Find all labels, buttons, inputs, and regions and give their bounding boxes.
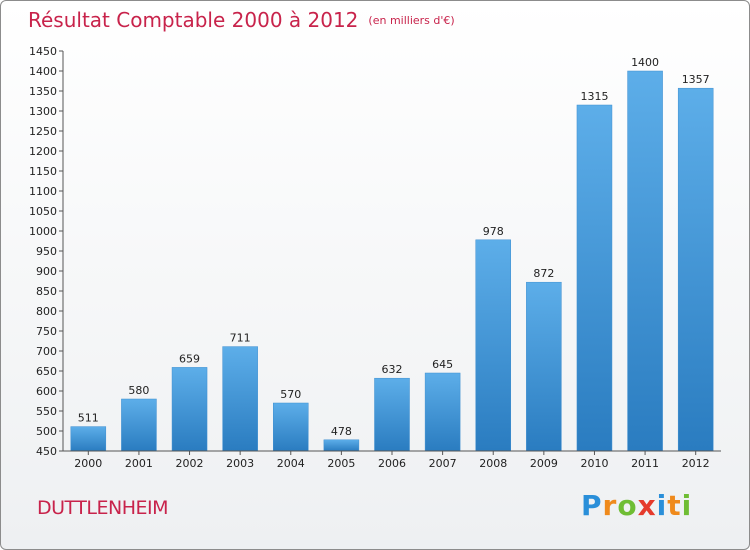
logo-letter: i bbox=[681, 489, 693, 522]
x-tick-label-2011: 2011 bbox=[631, 457, 659, 470]
x-tick-label-2005: 2005 bbox=[327, 457, 355, 470]
y-tick-label: 450 bbox=[36, 445, 57, 458]
data-label-2001: 580 bbox=[128, 384, 149, 397]
bar-2002[interactable] bbox=[171, 367, 208, 452]
logo-letter: t bbox=[667, 489, 682, 522]
data-label-2004: 570 bbox=[280, 388, 301, 401]
y-tick-label: 850 bbox=[36, 285, 57, 298]
data-label-2000: 511 bbox=[78, 412, 99, 425]
logo-letter: P bbox=[581, 489, 603, 522]
y-tick-label: 1350 bbox=[29, 85, 57, 98]
y-tick-label: 1100 bbox=[29, 185, 57, 198]
y-tick-label: 700 bbox=[36, 345, 57, 358]
title-unit: (en milliers d'€) bbox=[368, 14, 455, 27]
y-tick-label: 550 bbox=[36, 405, 57, 418]
y-tick-label: 950 bbox=[36, 245, 57, 258]
bar-2006[interactable] bbox=[374, 377, 410, 452]
x-tick-label-2010: 2010 bbox=[580, 457, 608, 470]
x-tick-label-2001: 2001 bbox=[125, 457, 153, 470]
y-tick-label: 1400 bbox=[29, 65, 57, 78]
x-tick-label-2008: 2008 bbox=[479, 457, 507, 470]
town-name: DUTTLENHEIM bbox=[37, 497, 169, 519]
x-axis: 2000 2001 2002 2003 2004 2005 2006 2007 2008 2009… bbox=[63, 450, 721, 470]
y-tick-label: 800 bbox=[36, 305, 57, 318]
x-tick-label-2006: 2006 bbox=[378, 457, 406, 470]
y-tick-label: 1150 bbox=[29, 165, 57, 178]
x-tick-label-2003: 2003 bbox=[226, 457, 254, 470]
data-label-2006: 632 bbox=[382, 363, 403, 376]
y-tick-label: 1050 bbox=[29, 205, 57, 218]
data-label-2007: 645 bbox=[432, 358, 453, 371]
bar-2009[interactable] bbox=[526, 281, 562, 452]
x-tick-label-2007: 2007 bbox=[429, 457, 457, 470]
y-tick-label: 750 bbox=[36, 325, 57, 338]
bar-2008[interactable] bbox=[475, 239, 511, 452]
bar-2000[interactable] bbox=[70, 426, 107, 452]
data-label-2009: 872 bbox=[533, 267, 554, 280]
y-tick-label: 1300 bbox=[29, 105, 57, 118]
bar-2003[interactable] bbox=[222, 346, 258, 452]
x-tick-label-2000: 2000 bbox=[74, 457, 102, 470]
bar-2001[interactable] bbox=[121, 398, 157, 452]
data-label-2012: 1357 bbox=[682, 73, 710, 86]
bar-2005[interactable] bbox=[323, 439, 360, 452]
bar-2012[interactable] bbox=[677, 87, 714, 452]
y-tick-label: 1250 bbox=[29, 125, 57, 138]
data-label-2005: 478 bbox=[331, 425, 352, 438]
x-tick-label-2002: 2002 bbox=[176, 457, 204, 470]
proxiti-logo[interactable]: Proxiti bbox=[581, 489, 692, 522]
logo-letter: x bbox=[637, 489, 657, 522]
x-tick-label-2009: 2009 bbox=[530, 457, 558, 470]
y-tick-label: 900 bbox=[36, 265, 57, 278]
y-tick-label: 1450 bbox=[29, 45, 57, 58]
data-label-2003: 711 bbox=[230, 332, 251, 345]
logo-letter: i bbox=[656, 489, 668, 522]
logo-letter: r bbox=[602, 489, 618, 522]
x-tick-label-2012: 2012 bbox=[682, 457, 710, 470]
title-text: Résultat Comptable 2000 à 2012 bbox=[28, 8, 359, 32]
logo-letter: o bbox=[617, 489, 638, 522]
data-label-2011: 1400 bbox=[631, 56, 659, 69]
chart-title: Résultat Comptable 2000 à 2012 (en millie… bbox=[28, 8, 455, 32]
data-label-2010: 1315 bbox=[580, 90, 608, 103]
y-axis: 450 500 550 600 650 700 750 800 850 900 950 1000 105… bbox=[29, 45, 64, 458]
bar-2007[interactable] bbox=[424, 372, 461, 452]
y-tick-label: 500 bbox=[36, 425, 57, 438]
bars: 511 580 659 711 570 478 632 645 978 872 1315 1400 13… bbox=[70, 56, 714, 452]
y-tick-label: 600 bbox=[36, 385, 57, 398]
y-tick-label: 1200 bbox=[29, 145, 57, 158]
data-label-2002: 659 bbox=[179, 352, 200, 365]
y-tick-label: 650 bbox=[36, 365, 57, 378]
x-tick-label-2004: 2004 bbox=[277, 457, 305, 470]
data-label-2008: 978 bbox=[483, 225, 504, 238]
y-tick-label: 1000 bbox=[29, 225, 57, 238]
bar-2010[interactable] bbox=[576, 104, 613, 452]
bar-2004[interactable] bbox=[273, 402, 309, 452]
bar-2011[interactable] bbox=[627, 70, 663, 452]
